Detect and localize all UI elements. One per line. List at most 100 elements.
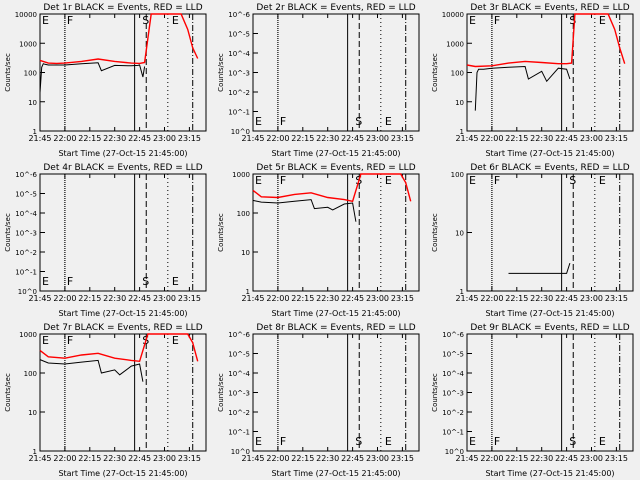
y-tick-label: 10^-3: [15, 230, 37, 238]
y-tick-label: 10^-6: [442, 331, 464, 339]
chart-title: Det 4r BLACK = Events, RED = LLD: [43, 163, 202, 173]
y-tick-label: 100: [24, 370, 37, 378]
x-tick-label: 22:00: [480, 294, 503, 303]
x-tick-label: 22:15: [78, 294, 101, 303]
series-line-lld: [39, 13, 199, 65]
y-tick-label: 10^-2: [228, 89, 250, 97]
x-tick-label: 23:00: [153, 294, 176, 303]
x-tick-label: 22:15: [291, 134, 314, 143]
x-tick-label: 22:45: [128, 134, 151, 143]
y-axis-label: Counts/sec: [431, 213, 439, 252]
marker-label-e-0: E: [469, 435, 476, 448]
chart-panel-9: Det 9r BLACK = Events, RED = LLD Counts/s…: [431, 323, 634, 478]
x-tick-label: 22:15: [78, 454, 101, 463]
x-tick-label: 22:30: [316, 454, 339, 463]
marker-label-e-0: E: [42, 275, 49, 288]
y-tick-label: 10^-2: [228, 409, 250, 417]
y-axis-label: Counts/sec: [4, 373, 12, 412]
x-tick-label: 23:15: [391, 454, 414, 463]
x-tick-label: 23:00: [366, 294, 389, 303]
x-tick-label: 22:15: [505, 454, 528, 463]
y-tick-label: 100: [24, 70, 37, 78]
x-tick-label: 22:45: [555, 134, 578, 143]
y-tick-label: 10^-1: [228, 109, 250, 117]
y-tick-label: 10: [241, 249, 250, 257]
marker-label-s-2: S: [142, 275, 149, 288]
x-tick-label: 22:30: [103, 294, 126, 303]
y-tick-label: 100: [451, 171, 464, 179]
y-tick-label: 10: [28, 99, 37, 107]
y-tick-label: 10^-4: [15, 210, 37, 218]
x-tick-label: 23:00: [580, 454, 603, 463]
x-tick-label: 22:00: [53, 454, 76, 463]
y-tick-label: 10^-5: [442, 351, 464, 359]
chart-panel-7: Det 7r BLACK = Events, RED = LLD Counts/s…: [4, 323, 207, 478]
x-tick-label: 23:00: [580, 134, 603, 143]
x-tick-label: 23:15: [605, 294, 628, 303]
x-tick-label: 21:45: [241, 134, 264, 143]
x-axis-label: Start Time (27-Oct-15 21:45:00): [271, 309, 400, 318]
y-tick-label: 10^-1: [442, 429, 464, 437]
x-tick-label: 22:45: [341, 294, 364, 303]
y-tick-label: 10^0: [445, 448, 464, 456]
x-tick-label: 22:00: [480, 134, 503, 143]
marker-label-e-3: E: [599, 174, 606, 187]
y-tick-label: 10^-5: [15, 191, 37, 199]
y-axis-label: Counts/sec: [217, 53, 225, 92]
y-axis-label: Counts/sec: [217, 373, 225, 412]
chart-title: Det 8r BLACK = Events, RED = LLD: [256, 323, 415, 333]
y-tick-label: 10000: [15, 11, 37, 19]
chart-panel-2: Det 2r BLACK = Events, RED = LLD Counts/s…: [217, 3, 420, 158]
y-tick-label: 1000: [19, 331, 37, 339]
marker-label-s-2: S: [355, 435, 362, 448]
series-line-lld: [252, 173, 412, 203]
x-tick-label: 22:15: [78, 134, 101, 143]
marker-label-f-1: F: [280, 174, 286, 187]
marker-label-f-1: F: [494, 14, 500, 27]
x-tick-label: 23:00: [366, 134, 389, 143]
chart-title: Det 3r BLACK = Events, RED = LLD: [470, 3, 629, 13]
series-line-lld: [466, 13, 626, 68]
marker-label-e-3: E: [385, 435, 392, 448]
y-tick-label: 10^-6: [228, 331, 250, 339]
y-tick-label: 1: [33, 448, 37, 456]
chart-title: Det 6r BLACK = Events, RED = LLD: [470, 163, 629, 173]
chart-title: Det 2r BLACK = Events, RED = LLD: [256, 3, 415, 13]
x-tick-label: 22:15: [291, 294, 314, 303]
x-tick-label: 22:30: [103, 454, 126, 463]
x-tick-label: 21:45: [241, 294, 264, 303]
y-axis-label: Counts/sec: [431, 53, 439, 92]
x-tick-label: 22:00: [266, 294, 289, 303]
chart-title: Det 1r BLACK = Events, RED = LLD: [43, 3, 202, 13]
marker-label-e-3: E: [385, 174, 392, 187]
marker-label-e-0: E: [255, 435, 262, 448]
y-tick-label: 1000: [446, 40, 464, 48]
y-tick-label: 10^-2: [442, 409, 464, 417]
series-line-lld: [39, 333, 199, 363]
x-axis-label: Start Time (27-Oct-15 21:45:00): [485, 469, 614, 478]
marker-label-e-3: E: [172, 14, 179, 27]
x-tick-label: 23:15: [178, 294, 201, 303]
marker-label-s-2: S: [569, 435, 576, 448]
y-axis-label: Counts/sec: [217, 213, 225, 252]
chart-panel-1: Det 1r BLACK = Events, RED = LLD Counts/s…: [4, 3, 207, 158]
x-tick-label: 22:00: [53, 134, 76, 143]
x-tick-label: 22:30: [316, 134, 339, 143]
x-tick-label: 22:45: [341, 134, 364, 143]
x-axis-label: Start Time (27-Oct-15 21:45:00): [271, 469, 400, 478]
x-tick-label: 23:00: [153, 454, 176, 463]
y-tick-label: 10^-5: [228, 31, 250, 39]
marker-label-s-2: S: [142, 14, 149, 27]
y-tick-label: 1: [246, 288, 250, 296]
marker-label-f-1: F: [67, 14, 73, 27]
y-tick-label: 1: [33, 128, 37, 136]
marker-label-s-2: S: [569, 174, 576, 187]
x-tick-label: 22:30: [530, 294, 553, 303]
marker-label-e-0: E: [255, 115, 262, 128]
x-tick-label: 22:30: [530, 134, 553, 143]
marker-label-e-3: E: [385, 115, 392, 128]
y-tick-label: 10: [455, 99, 464, 107]
chart-title: Det 5r BLACK = Events, RED = LLD: [256, 163, 415, 173]
x-tick-label: 22:45: [555, 454, 578, 463]
